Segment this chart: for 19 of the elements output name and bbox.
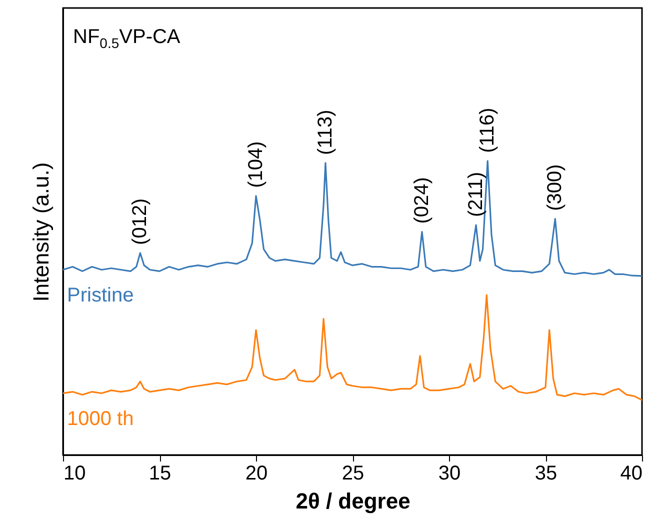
annotation: (024) [410,177,433,224]
y-axis-title: Intensity (a.u.) [28,162,54,302]
x-tick-label: 40 [620,462,642,484]
x-tick-label: 25 [342,462,364,484]
x-tick-label: 20 [245,462,268,484]
annotation: (300) [544,164,566,211]
x-tick-label: 15 [148,462,172,484]
annotation: (116) [476,108,499,153]
series-label: Pristine [67,284,134,307]
chart-title: NF$_{0.5}$VP-CA [73,26,180,51]
series-label: 1000 th [67,408,134,430]
annotation: (211) [465,172,488,218]
annotation: (113) [314,110,336,155]
annotation: (012) [129,198,152,245]
x-tick-label: 30 [438,462,461,484]
x-tick-label: 35 [534,462,558,484]
annotation: (104) [245,141,267,188]
x-tick-label: 10 [64,462,86,484]
x-axis-title: 2θ / degree [296,488,410,514]
